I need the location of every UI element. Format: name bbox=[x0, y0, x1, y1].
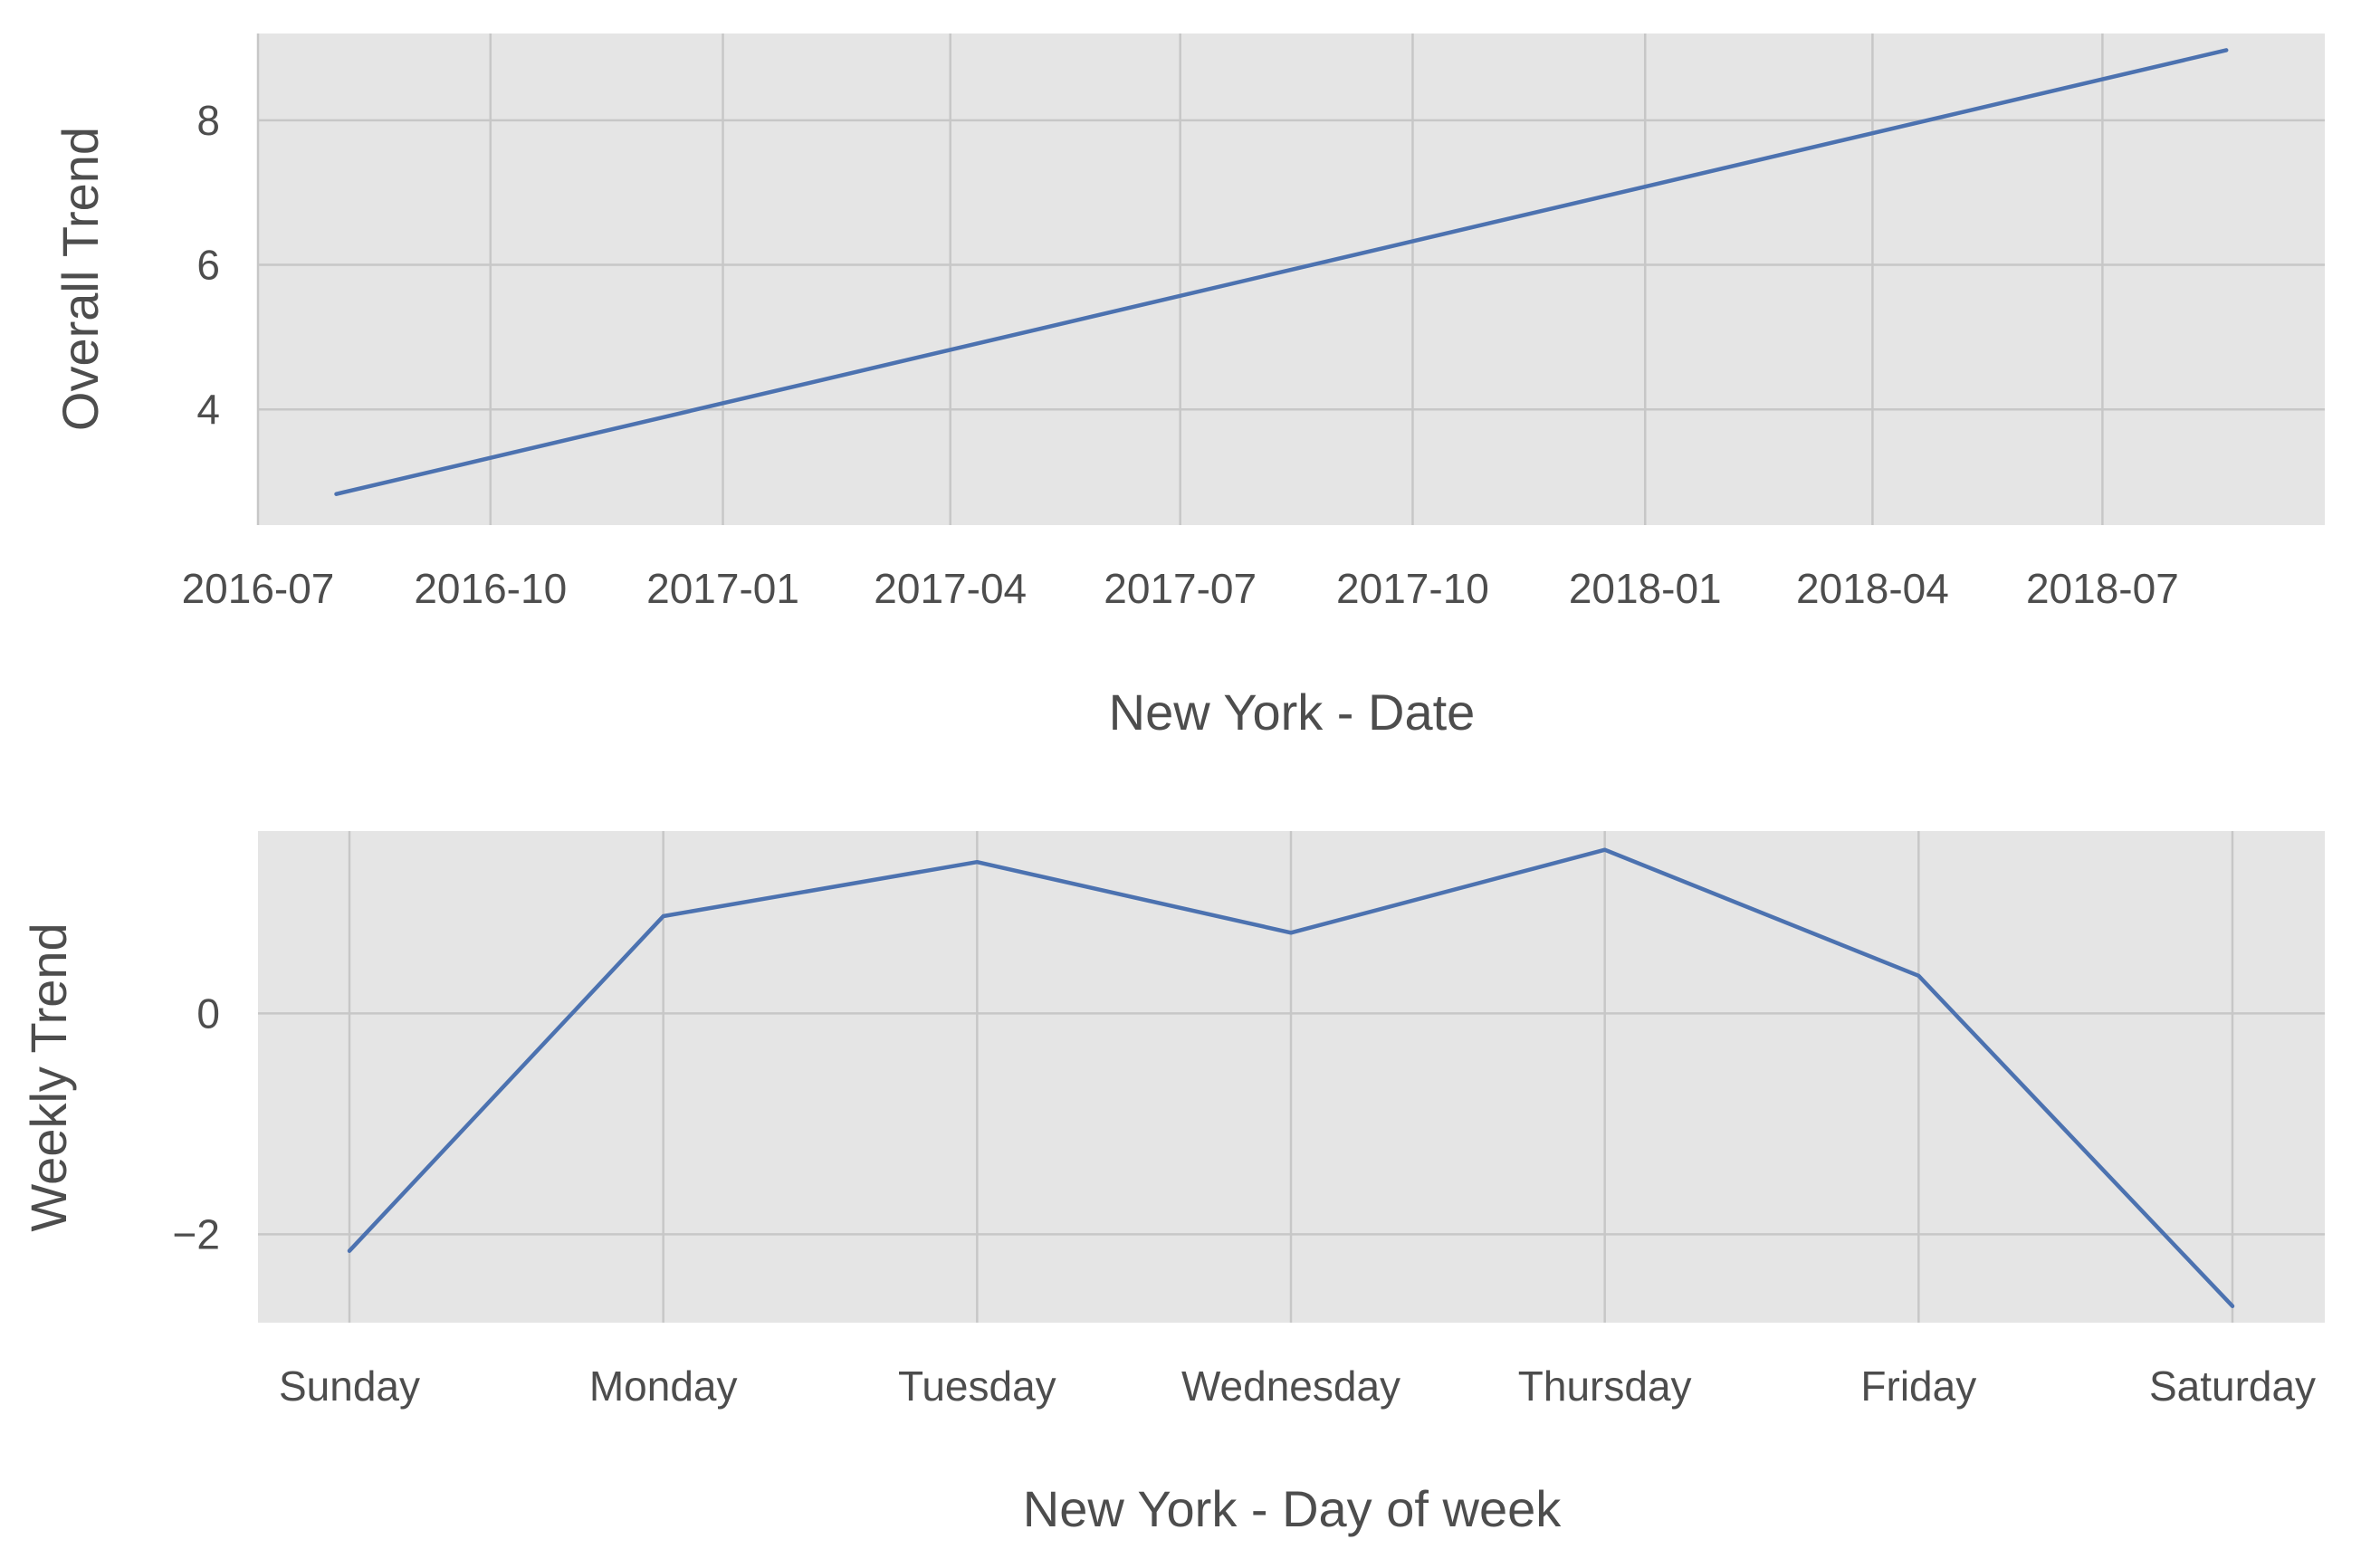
x-tick-label-2016-07: 2016-07 bbox=[182, 565, 335, 612]
y-tick-label-4: 4 bbox=[196, 386, 220, 433]
x-tick-label-2017-04: 2017-04 bbox=[874, 565, 1027, 612]
x-tick-label-2017-10: 2017-10 bbox=[1336, 565, 1489, 612]
x-tick-label-2016-10: 2016-10 bbox=[414, 565, 567, 612]
overall-trend-x-tick-labels: 2016-07 2016-10 2017-01 2017-04 2017-07 2017-… bbox=[182, 565, 2179, 612]
x-tick-label-sunday: Sunday bbox=[279, 1362, 420, 1410]
x-tick-label-wednesday: Wednesday bbox=[1181, 1362, 1400, 1410]
overall-trend-gridlines bbox=[256, 33, 2325, 525]
y-tick-label--2: −2 bbox=[173, 1210, 220, 1257]
y-tick-label-6: 6 bbox=[196, 242, 220, 289]
overall-trend-plot-area bbox=[258, 33, 2325, 525]
weekly-trend-x-tick-labels: Sunday Monday Tuesday Wednesday Thursday Frid… bbox=[279, 1362, 2316, 1410]
overall-trend-line bbox=[334, 48, 2229, 496]
x-tick-label-2018-07: 2018-07 bbox=[2026, 565, 2179, 612]
overall-trend-x-axis-label: New York - Date bbox=[1109, 684, 1476, 741]
weekly-trend-series bbox=[347, 847, 2235, 1308]
x-tick-label-friday: Friday bbox=[1860, 1362, 1976, 1410]
weekly-trend-line bbox=[347, 847, 2235, 1308]
x-tick-label-tuesday: Tuesday bbox=[898, 1362, 1056, 1410]
weekly-trend-x-axis-label: New York - Day of week bbox=[1023, 1480, 1562, 1537]
x-tick-label-2018-04: 2018-04 bbox=[1796, 565, 1949, 612]
overall-trend-panel: 468 2016-07 2016-10 2017-01 2017-04 2017-07 2… bbox=[52, 33, 2325, 741]
overall-trend-series bbox=[334, 48, 2229, 496]
y-tick-label-8: 8 bbox=[196, 97, 220, 144]
weekly-trend-y-tick-labels: −2 0 bbox=[173, 990, 220, 1257]
weekly-trend-y-axis-label: Weekly Trend bbox=[20, 923, 77, 1231]
overall-trend-y-tick-labels: 4 6 8 bbox=[196, 97, 220, 433]
overall-trend-y-axis-label: Overall Trend bbox=[52, 127, 109, 431]
weekly-trend-gridlines bbox=[258, 831, 2325, 1323]
x-tick-label-2017-01: 2017-01 bbox=[646, 565, 799, 612]
x-tick-label-2017-07: 2017-07 bbox=[1104, 565, 1257, 612]
x-tick-label-thursday: Thursday bbox=[1518, 1362, 1692, 1410]
x-tick-label-monday: Monday bbox=[589, 1362, 738, 1410]
x-tick-label-2018-01: 2018-01 bbox=[1569, 565, 1722, 612]
y-tick-label-0: 0 bbox=[196, 990, 220, 1037]
x-tick-label-saturday: Saturday bbox=[2149, 1362, 2316, 1410]
weekly-trend-panel: −2 0 Sunday Monday Tuesday Wednesday Thursday… bbox=[20, 831, 2325, 1537]
